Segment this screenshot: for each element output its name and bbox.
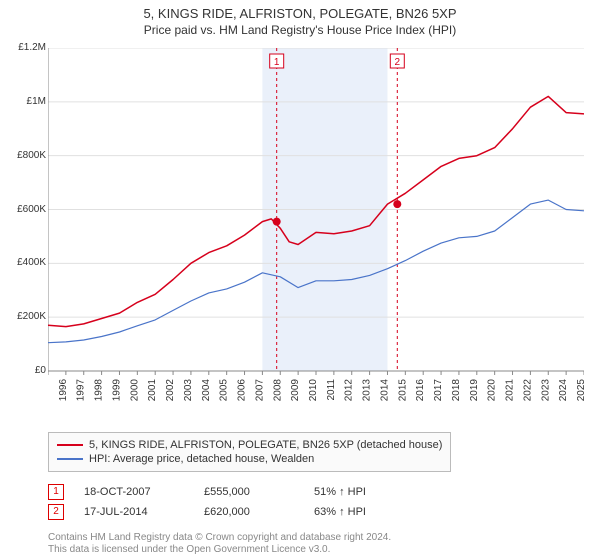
- x-tick-label: 2003: [183, 379, 194, 402]
- chart-area: 1 2 1995 1996 1997 1998 1999 2000 2001 2002 2003 20…: [48, 48, 584, 403]
- transaction-notes: 1 18-OCT-2007 £555,000 51% ↑ HPI 2 17-JUL-201…: [48, 480, 404, 524]
- x-tick-label: 2021: [505, 379, 516, 402]
- x-tick-label: 2014: [379, 379, 390, 402]
- x-tick-label: 2012: [344, 379, 355, 402]
- footer-line-1: Contains HM Land Registry data © Crown c…: [48, 532, 391, 544]
- x-tick-label: 2000: [129, 379, 140, 402]
- x-tick-label: 2024: [558, 379, 569, 402]
- marker-box-label: 2: [395, 57, 401, 68]
- note-date: 18-OCT-2007: [84, 486, 184, 498]
- marker-dot: [393, 200, 401, 208]
- note-marker: 2: [48, 504, 64, 520]
- legend-swatch: [57, 458, 83, 460]
- y-tick-label: £600K: [2, 204, 46, 215]
- marker-dot: [273, 218, 281, 226]
- x-tick-label: 2019: [469, 379, 480, 402]
- x-tick-label: 2013: [362, 379, 373, 402]
- y-tick-label: £1.2M: [2, 42, 46, 53]
- note-row: 2 17-JUL-2014 £620,000 63% ↑ HPI: [48, 504, 404, 520]
- chart-container: 5, KINGS RIDE, ALFRISTON, POLEGATE, BN26…: [0, 0, 600, 560]
- y-tick-label: £800K: [2, 150, 46, 161]
- x-tick-label: 2015: [397, 379, 408, 402]
- note-rel: 51% ↑ HPI: [314, 486, 404, 498]
- x-tick-label: 2002: [165, 379, 176, 402]
- x-tick-label: 2011: [326, 379, 337, 401]
- chart-svg: 1 2 1995 1996 1997 1998 1999 2000 2001 2002 2003 20…: [48, 48, 584, 403]
- x-tick-label: 2018: [451, 379, 462, 402]
- legend: 5, KINGS RIDE, ALFRISTON, POLEGATE, BN26…: [48, 432, 451, 472]
- note-price: £555,000: [204, 486, 294, 498]
- x-tick-label: 2004: [201, 379, 212, 402]
- x-tick-label: 2005: [219, 379, 230, 402]
- marker-box-label: 1: [274, 57, 280, 68]
- x-tick-label: 2009: [290, 379, 301, 402]
- note-date: 17-JUL-2014: [84, 506, 184, 518]
- x-tick-label: 1995: [48, 379, 51, 402]
- x-tick-label: 2023: [540, 379, 551, 402]
- x-tick-label: 2022: [522, 379, 533, 402]
- x-tick-label: 2008: [272, 379, 283, 402]
- footer: Contains HM Land Registry data © Crown c…: [48, 532, 391, 556]
- legend-label: HPI: Average price, detached house, Weal…: [89, 453, 314, 465]
- x-tick-label: 1999: [111, 379, 122, 402]
- x-tick-label: 2001: [147, 379, 158, 402]
- footer-line-2: This data is licensed under the Open Gov…: [48, 544, 391, 556]
- x-tick-label: 2020: [487, 379, 498, 402]
- title-sub: Price paid vs. HM Land Registry's House …: [0, 23, 600, 37]
- title-main: 5, KINGS RIDE, ALFRISTON, POLEGATE, BN26…: [0, 6, 600, 21]
- y-tick-label: £400K: [2, 257, 46, 268]
- legend-row: 5, KINGS RIDE, ALFRISTON, POLEGATE, BN26…: [57, 439, 442, 451]
- x-tick-label: 2007: [254, 379, 265, 402]
- note-row: 1 18-OCT-2007 £555,000 51% ↑ HPI: [48, 484, 404, 500]
- y-tick-label: £0: [2, 365, 46, 376]
- legend-swatch: [57, 444, 83, 446]
- x-tick-label: 2017: [433, 379, 444, 402]
- note-marker: 1: [48, 484, 64, 500]
- legend-label: 5, KINGS RIDE, ALFRISTON, POLEGATE, BN26…: [89, 439, 442, 451]
- x-tick-label: 2006: [237, 379, 248, 402]
- x-tick-label: 1998: [94, 379, 105, 402]
- titles: 5, KINGS RIDE, ALFRISTON, POLEGATE, BN26…: [0, 0, 600, 37]
- x-tick-label: 2025: [576, 379, 584, 402]
- y-tick-label: £1M: [2, 96, 46, 107]
- x-tick-label: 1997: [76, 379, 87, 402]
- x-tick-label: 1996: [58, 379, 69, 402]
- y-tick-label: £200K: [2, 311, 46, 322]
- note-price: £620,000: [204, 506, 294, 518]
- note-rel: 63% ↑ HPI: [314, 506, 404, 518]
- x-tick-label: 2016: [415, 379, 426, 402]
- x-tick-label: 2010: [308, 379, 319, 402]
- legend-row: HPI: Average price, detached house, Weal…: [57, 453, 442, 465]
